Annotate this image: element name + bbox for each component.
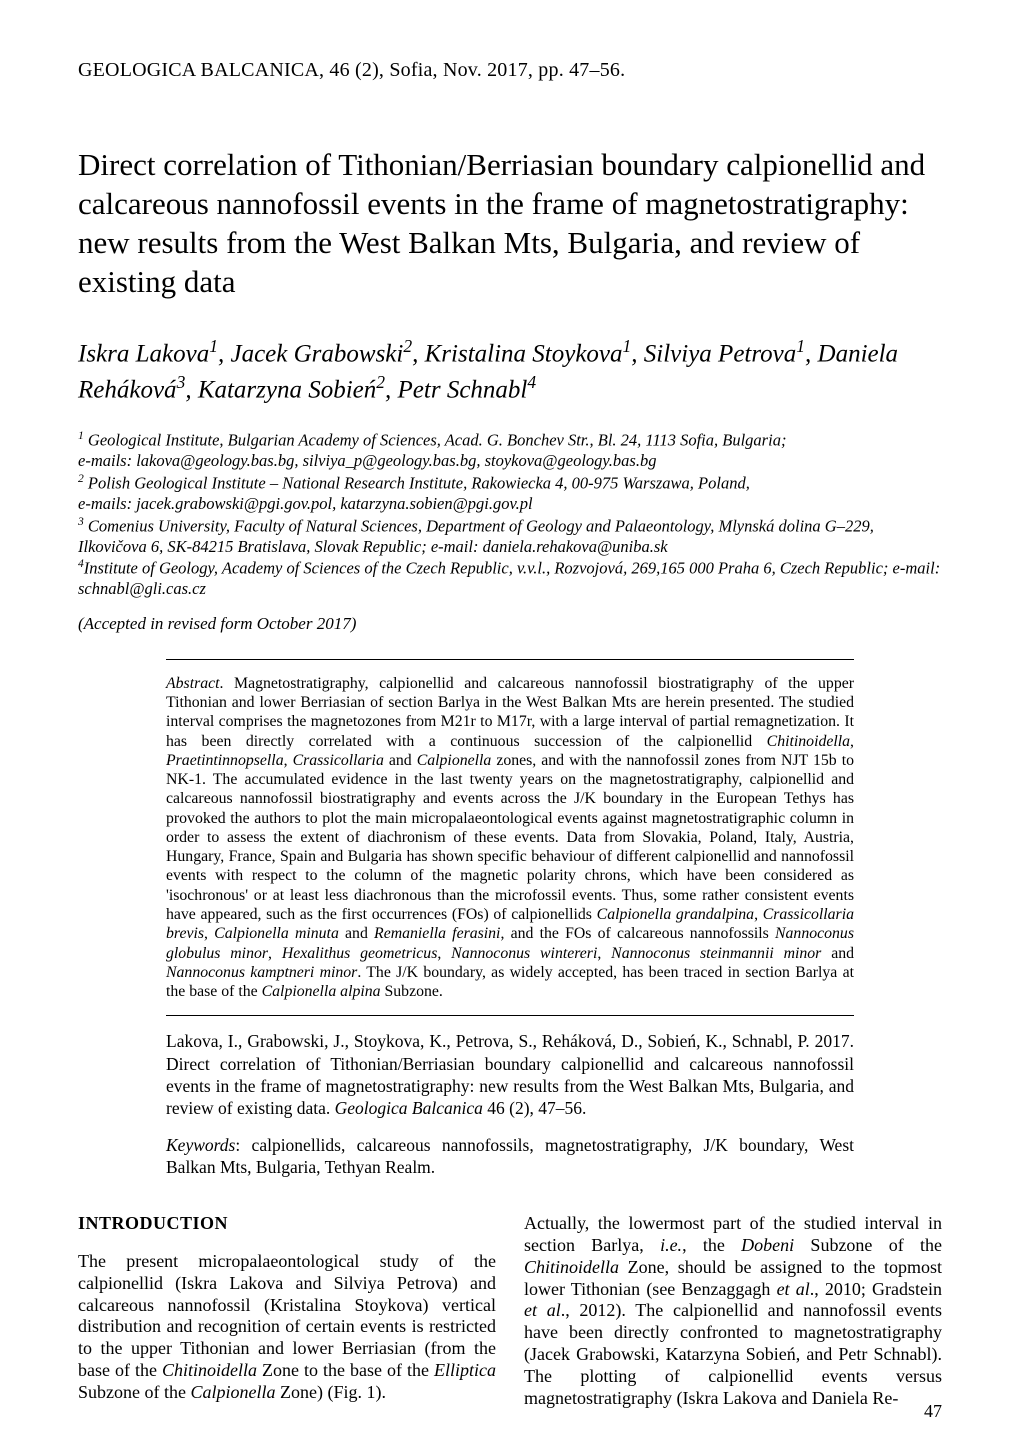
- paper-title: Direct correlation of Tithonian/Berriasi…: [78, 146, 942, 301]
- citation-block: Lakova, I., Grabowski, J., Stoykova, K.,…: [166, 1030, 854, 1120]
- two-column-body: INTRODUCTION The present micropalaeontol…: [78, 1213, 942, 1411]
- affiliations-block: 1 Geological Institute, Bulgarian Academ…: [78, 429, 942, 600]
- page-number: 47: [924, 1401, 942, 1423]
- authors-line: Iskra Lakova1, Jacek Grabowski2, Kristal…: [78, 335, 942, 407]
- paper-page: GEOLOGICA BALCANICA, 46 (2), Sofia, Nov.…: [0, 0, 1020, 1453]
- body-left-paragraph: The present micropalaeontological study …: [78, 1251, 496, 1405]
- keywords-block: Keywords: calpionellids, calcareous nann…: [166, 1134, 854, 1179]
- body-right-paragraph: Actually, the lowermost part of the stud…: [524, 1213, 942, 1411]
- keywords-text: : calpionellids, calcareous nannofossils…: [166, 1135, 854, 1177]
- abstract-text: . Magnetostratigraphy, calpionellid and …: [166, 675, 854, 1000]
- abstract-label: Abstract: [166, 675, 220, 692]
- journal-header: GEOLOGICA BALCANICA, 46 (2), Sofia, Nov.…: [78, 58, 942, 82]
- section-heading-introduction: INTRODUCTION: [78, 1213, 496, 1235]
- column-right: Actually, the lowermost part of the stud…: [524, 1213, 942, 1411]
- keywords-label: Keywords: [166, 1135, 235, 1155]
- column-left: INTRODUCTION The present micropalaeontol…: [78, 1213, 496, 1411]
- abstract-block: Abstract. Magnetostratigraphy, calpionel…: [166, 659, 854, 1017]
- accepted-line: (Accepted in revised form October 2017): [78, 614, 942, 635]
